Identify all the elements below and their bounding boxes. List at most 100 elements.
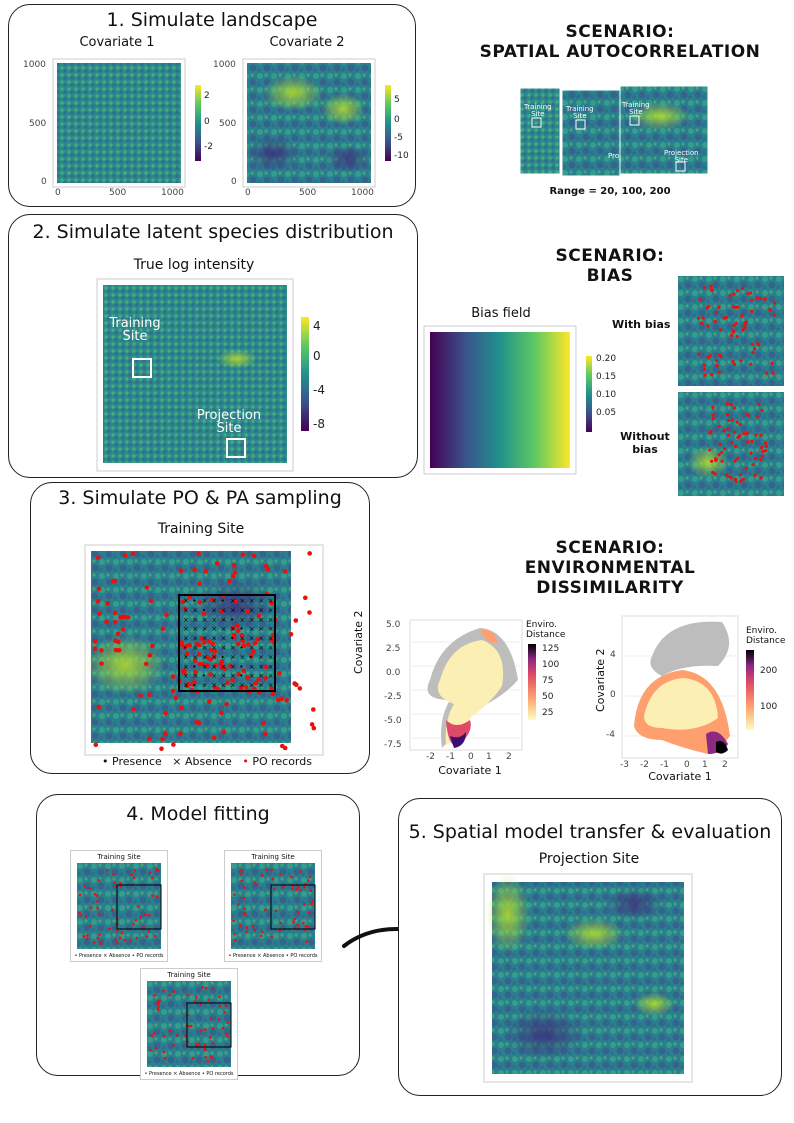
po-point bbox=[105, 869, 109, 872]
mini-plot-title: Training Site bbox=[97, 853, 141, 861]
absence-point: × bbox=[192, 672, 198, 680]
po-point bbox=[112, 619, 118, 625]
scenario-autocorr-title: SCENARIO: SPATIAL AUTOCORRELATION bbox=[470, 22, 770, 62]
po-point bbox=[131, 706, 136, 712]
bias-cbar-tick: 0.15 bbox=[596, 372, 617, 382]
po-point bbox=[255, 636, 260, 642]
bias-colorbar bbox=[586, 356, 592, 432]
po-point bbox=[233, 932, 236, 936]
absence-point: × bbox=[239, 616, 245, 624]
po-point bbox=[157, 1006, 160, 1009]
absence-point: × bbox=[221, 606, 227, 614]
po-point bbox=[240, 879, 243, 883]
po-point bbox=[718, 353, 722, 357]
po-point bbox=[203, 1028, 207, 1031]
po-point bbox=[224, 701, 229, 707]
absence-point: • bbox=[239, 625, 243, 633]
absence-point: • bbox=[183, 644, 187, 652]
scenario-env-title: SCENARIO: ENVIRONMENTAL DISSIMILARITY bbox=[480, 538, 740, 598]
po-point bbox=[751, 350, 755, 354]
po-point bbox=[749, 362, 753, 366]
po-point bbox=[246, 642, 251, 647]
po-point bbox=[735, 289, 740, 293]
env1-legend-title: Enviro. Distance bbox=[526, 620, 566, 640]
panel-title: 1. Simulate landscape bbox=[106, 9, 318, 31]
po-point bbox=[710, 459, 714, 463]
po-point bbox=[740, 286, 744, 290]
absence-point: × bbox=[230, 653, 236, 661]
po-point bbox=[711, 417, 715, 421]
absence-point: × bbox=[249, 663, 255, 671]
po-point bbox=[269, 600, 274, 606]
absence-point: • bbox=[239, 672, 243, 680]
po-point bbox=[225, 1032, 228, 1036]
po-point bbox=[189, 1024, 193, 1028]
po-point bbox=[187, 1024, 191, 1028]
panel-title: 4. Model fitting bbox=[126, 803, 270, 825]
absence-point: × bbox=[202, 663, 208, 671]
po-point bbox=[756, 414, 760, 418]
absence-point: • bbox=[239, 663, 243, 671]
po-point bbox=[225, 1004, 228, 1008]
po-point bbox=[122, 614, 127, 620]
po-point bbox=[194, 1043, 198, 1047]
po-point bbox=[706, 355, 710, 359]
po-point bbox=[98, 933, 101, 936]
env1-ytick: -7.5 bbox=[384, 740, 402, 750]
scenario-line2: ENVIRONMENTAL bbox=[524, 558, 696, 578]
po-point bbox=[97, 912, 101, 916]
po-point bbox=[209, 1036, 212, 1039]
po-point bbox=[244, 685, 249, 690]
po-point bbox=[288, 631, 294, 637]
absence-cross-icon: × bbox=[172, 755, 182, 768]
mini-legend: • Presence × Absence • PO records bbox=[228, 953, 318, 959]
po-point bbox=[193, 669, 198, 675]
po-point bbox=[741, 328, 745, 332]
po-point bbox=[219, 710, 224, 715]
po-point bbox=[732, 406, 736, 410]
absence-point: × bbox=[268, 644, 274, 652]
absence-point: × bbox=[211, 663, 217, 671]
mini-plot-title: Training Site bbox=[251, 853, 295, 861]
po-point bbox=[311, 725, 317, 731]
po-point bbox=[129, 939, 132, 942]
po-point bbox=[718, 442, 722, 446]
po-point bbox=[115, 631, 121, 637]
po-point bbox=[306, 925, 309, 929]
env2-ytick: -4 bbox=[606, 730, 615, 740]
po-point bbox=[235, 628, 241, 633]
absence-point: × bbox=[183, 663, 189, 671]
cov1-cbar-tick: -2 bbox=[204, 142, 213, 152]
po-point bbox=[291, 887, 294, 891]
panel-po-pa-sampling: 3. Simulate PO & PA sampling Training Si… bbox=[30, 482, 370, 774]
env2-xtick: 0 bbox=[684, 760, 690, 770]
po-point bbox=[308, 875, 312, 879]
po-point bbox=[168, 994, 171, 997]
po-point bbox=[115, 930, 119, 933]
po-point bbox=[142, 926, 145, 929]
po-point bbox=[225, 680, 230, 685]
po-point bbox=[96, 906, 99, 909]
po-point bbox=[736, 456, 740, 460]
po-point bbox=[203, 1043, 207, 1047]
po-point bbox=[253, 881, 257, 884]
po-point bbox=[276, 671, 282, 676]
po-point bbox=[729, 403, 733, 407]
po-point bbox=[749, 451, 753, 455]
po-point bbox=[753, 457, 757, 461]
po-point bbox=[113, 647, 119, 653]
po-point bbox=[95, 555, 101, 560]
po-point bbox=[200, 1029, 203, 1032]
po-point bbox=[741, 477, 745, 481]
po-point bbox=[240, 872, 243, 876]
absence-point: × bbox=[230, 606, 236, 614]
po-point bbox=[760, 445, 764, 450]
po-point bbox=[242, 896, 246, 900]
po-point bbox=[203, 1047, 207, 1051]
absence-point: × bbox=[183, 635, 189, 643]
po-point bbox=[263, 664, 269, 670]
po-point bbox=[772, 313, 776, 317]
env1-ytick: 2.5 bbox=[386, 644, 401, 654]
po-point bbox=[151, 894, 154, 897]
po-point bbox=[708, 448, 712, 452]
